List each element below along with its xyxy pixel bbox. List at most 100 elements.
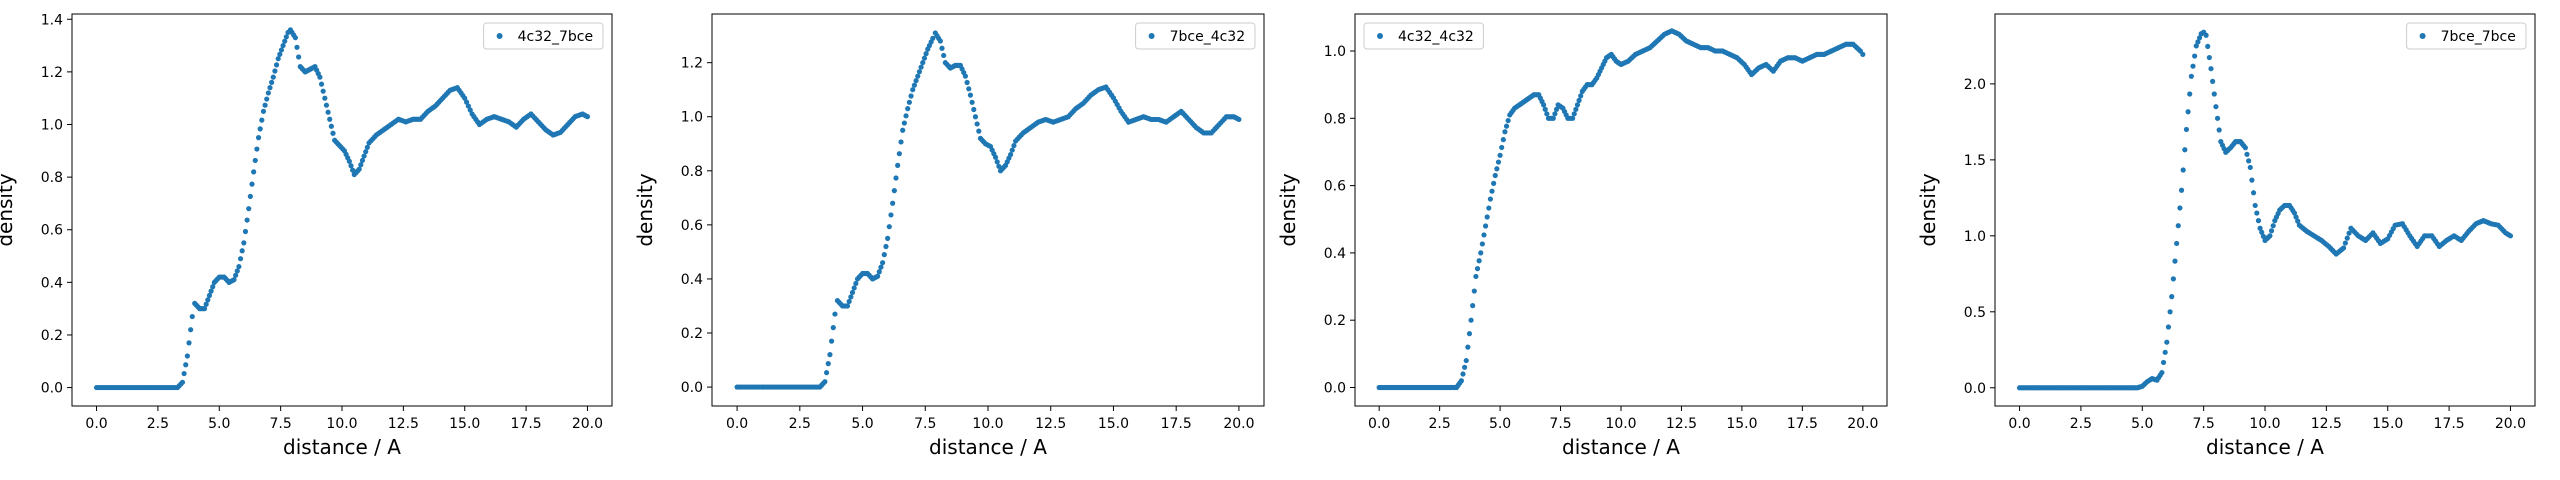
data-point (2206, 54, 2212, 61)
data-point (210, 284, 216, 290)
data-point (920, 60, 926, 66)
x-tick-label: 5.0 (851, 416, 873, 432)
chart-panel-2: 0.0 2.5 5.0 7.5 10.0 12.5 15.0 17.5 20.0 0.0 0.2 0.… (633, 13, 1265, 459)
data-point (2188, 73, 2194, 79)
data-point (272, 68, 278, 74)
data-point (2178, 187, 2185, 193)
data-point (234, 268, 240, 274)
data-point (823, 370, 830, 376)
data-point (875, 273, 881, 279)
data-point (277, 51, 283, 57)
y-tick-label: 0.6 (41, 223, 63, 239)
data-point (903, 113, 909, 119)
data-point (923, 51, 929, 57)
data-point (1478, 250, 1484, 256)
data-point (893, 175, 899, 181)
data-points (2016, 29, 2514, 391)
data-point (249, 181, 255, 187)
data-point (911, 82, 918, 88)
x-tick-label: 10.0 (1605, 416, 1636, 432)
legend-entry: 7bce_4c32 (1170, 29, 1246, 45)
data-point (2213, 104, 2219, 110)
data-point (2195, 39, 2201, 45)
data-point (1487, 196, 1494, 202)
data-point (1484, 214, 1490, 220)
data-point (260, 108, 267, 114)
data-point (1542, 106, 1548, 112)
data-point (264, 96, 270, 102)
legend-marker (1148, 33, 1155, 39)
x-tick-label: 17.5 (2434, 416, 2465, 432)
legend-box (1363, 22, 1484, 50)
x-tick-label: 7.5 (2193, 416, 2215, 432)
data-point (906, 99, 912, 105)
data-point (941, 52, 947, 59)
data-point (830, 325, 836, 331)
data-point (851, 285, 857, 291)
data-point (356, 166, 362, 172)
y-tick-label: 0.0 (41, 381, 63, 397)
legend-entry: 4c32_4c32 (1398, 29, 1474, 45)
data-point (2211, 91, 2217, 97)
data-point (244, 217, 250, 223)
legend: 4c32_4c32 (1363, 22, 1484, 50)
x-tick-label: 0.0 (2008, 416, 2030, 432)
data-point (1571, 111, 1577, 117)
data-point (2203, 32, 2209, 38)
y-tick-label: 1.0 (681, 110, 703, 126)
data-point (901, 120, 907, 126)
data-point (361, 153, 367, 159)
data-point (2342, 240, 2348, 246)
data-point (181, 370, 187, 377)
y-tick-label: 1.2 (681, 56, 703, 72)
data-point (930, 35, 936, 41)
y-tick-label: 0.8 (1324, 111, 1346, 127)
data-point (883, 243, 889, 250)
data-point (2255, 218, 2262, 224)
data-point (242, 228, 249, 235)
data-point (462, 95, 468, 101)
data-point (1486, 205, 1492, 211)
data-point (2165, 324, 2172, 330)
legend: 7bce_4c32 (1135, 22, 1256, 50)
data-point (846, 298, 852, 305)
y-tick-label: 0.2 (41, 328, 63, 344)
x-tick-label: 0.0 (1368, 416, 1390, 432)
data-point (972, 114, 979, 120)
data-point (886, 224, 892, 230)
data-point (584, 114, 591, 120)
data-point (292, 35, 298, 41)
y-tick-label: 0.4 (41, 275, 63, 291)
y-tick-label: 1.4 (41, 12, 63, 28)
data-point (1466, 331, 1473, 337)
data-point (1491, 180, 1497, 186)
chart-panel-4: 0.0 2.5 5.0 7.5 10.0 12.5 15.0 17.5 20.0 0.0 0.5 1.… (1916, 13, 2536, 459)
x-tick-label: 5.0 (1489, 416, 1511, 432)
data-point (184, 353, 190, 359)
x-axis-label: distance / A (283, 435, 401, 459)
data-point (1494, 166, 1500, 172)
data-point (2174, 240, 2180, 247)
data-point (898, 139, 904, 145)
data-point (2170, 276, 2176, 282)
data-point (962, 73, 969, 79)
data-point (323, 102, 330, 108)
y-tick-label: 2.0 (1964, 77, 1986, 93)
data-point (296, 54, 302, 60)
data-point (186, 340, 192, 346)
data-point (1578, 93, 1584, 99)
data-point (280, 42, 286, 49)
data-point (2214, 115, 2221, 121)
data-point (188, 327, 194, 333)
data-point (1009, 147, 1015, 153)
data-points (1376, 28, 1866, 391)
data-point (896, 151, 902, 157)
data-point (908, 93, 914, 99)
data-point (2293, 214, 2299, 220)
data-point (913, 78, 919, 84)
data-point (971, 106, 977, 113)
x-tick-label: 20.0 (2495, 416, 2526, 432)
data-point (1495, 159, 1502, 165)
data-point (966, 86, 972, 92)
